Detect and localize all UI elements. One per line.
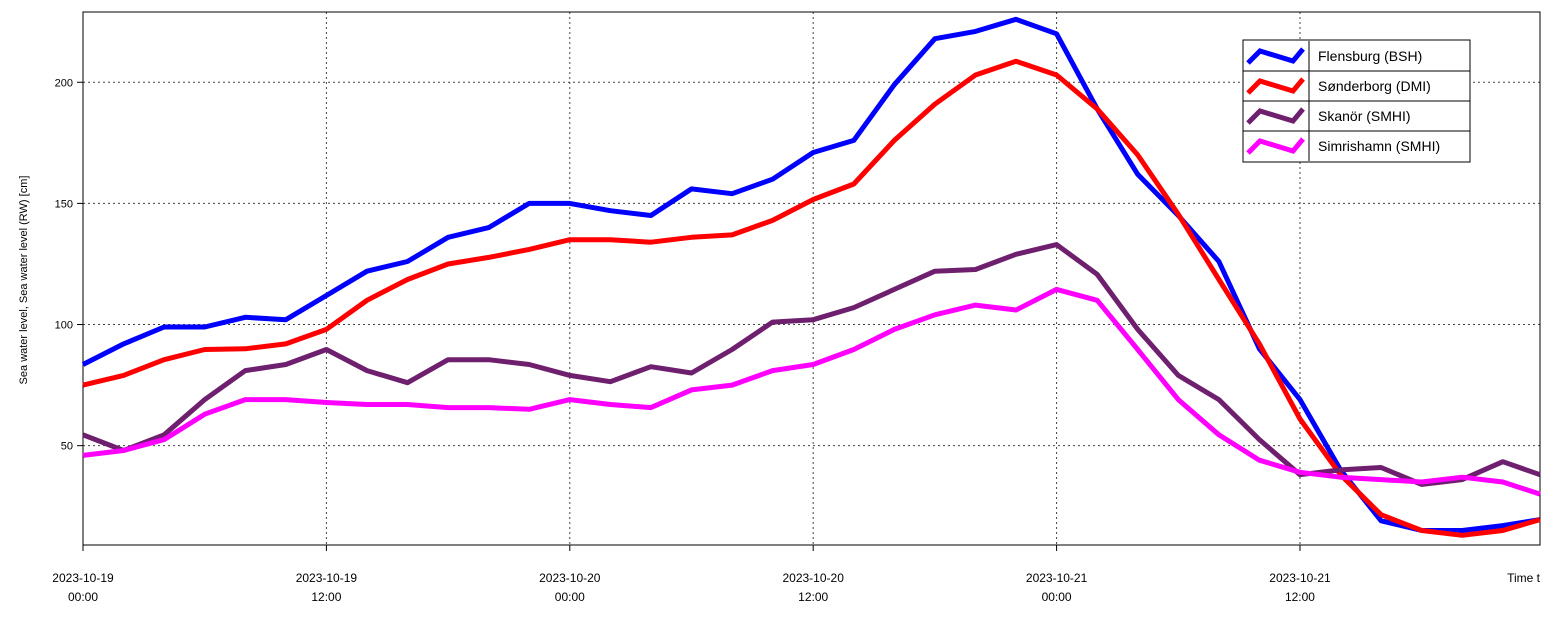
legend-label: Skanör (SMHI) (1318, 108, 1411, 124)
x-tick-label: 2023-10-21 00:00 (1026, 571, 1088, 604)
y-axis-label: Sea water level, Sea water level (RW) [c… (18, 176, 30, 385)
x-tick-label: 2023-10-19 00:00 (52, 571, 114, 604)
y-tick-label: 150 (55, 198, 73, 210)
x-tick-label: 2023-10-20 00:00 (539, 571, 601, 604)
series-line (82, 58, 1541, 538)
y-tick-label: 100 (55, 320, 73, 332)
legend-swatch (1246, 107, 1305, 125)
series-line (81, 16, 1541, 533)
x-tick-label: 2023-10-20 12:00 (782, 571, 844, 604)
x-tick-label: 2023-10-19 12:00 (296, 571, 358, 604)
legend-swatch (1246, 47, 1305, 65)
legend-swatch (1246, 77, 1305, 95)
legend-label: Flensburg (BSH) (1318, 48, 1422, 64)
legend-swatch (1246, 137, 1305, 155)
legend-label: Sønderborg (DMI) (1318, 78, 1431, 94)
x-tick-label: 2023-10-21 12:00 (1269, 571, 1331, 604)
y-tick-label: 50 (61, 441, 73, 453)
legend-label: Simrishamn (SMHI) (1318, 138, 1440, 154)
y-tick-label: 200 (55, 77, 73, 89)
series-line (82, 286, 1541, 497)
x-axis-label: Time t (1507, 571, 1541, 585)
plot-frame (82, 11, 1541, 546)
